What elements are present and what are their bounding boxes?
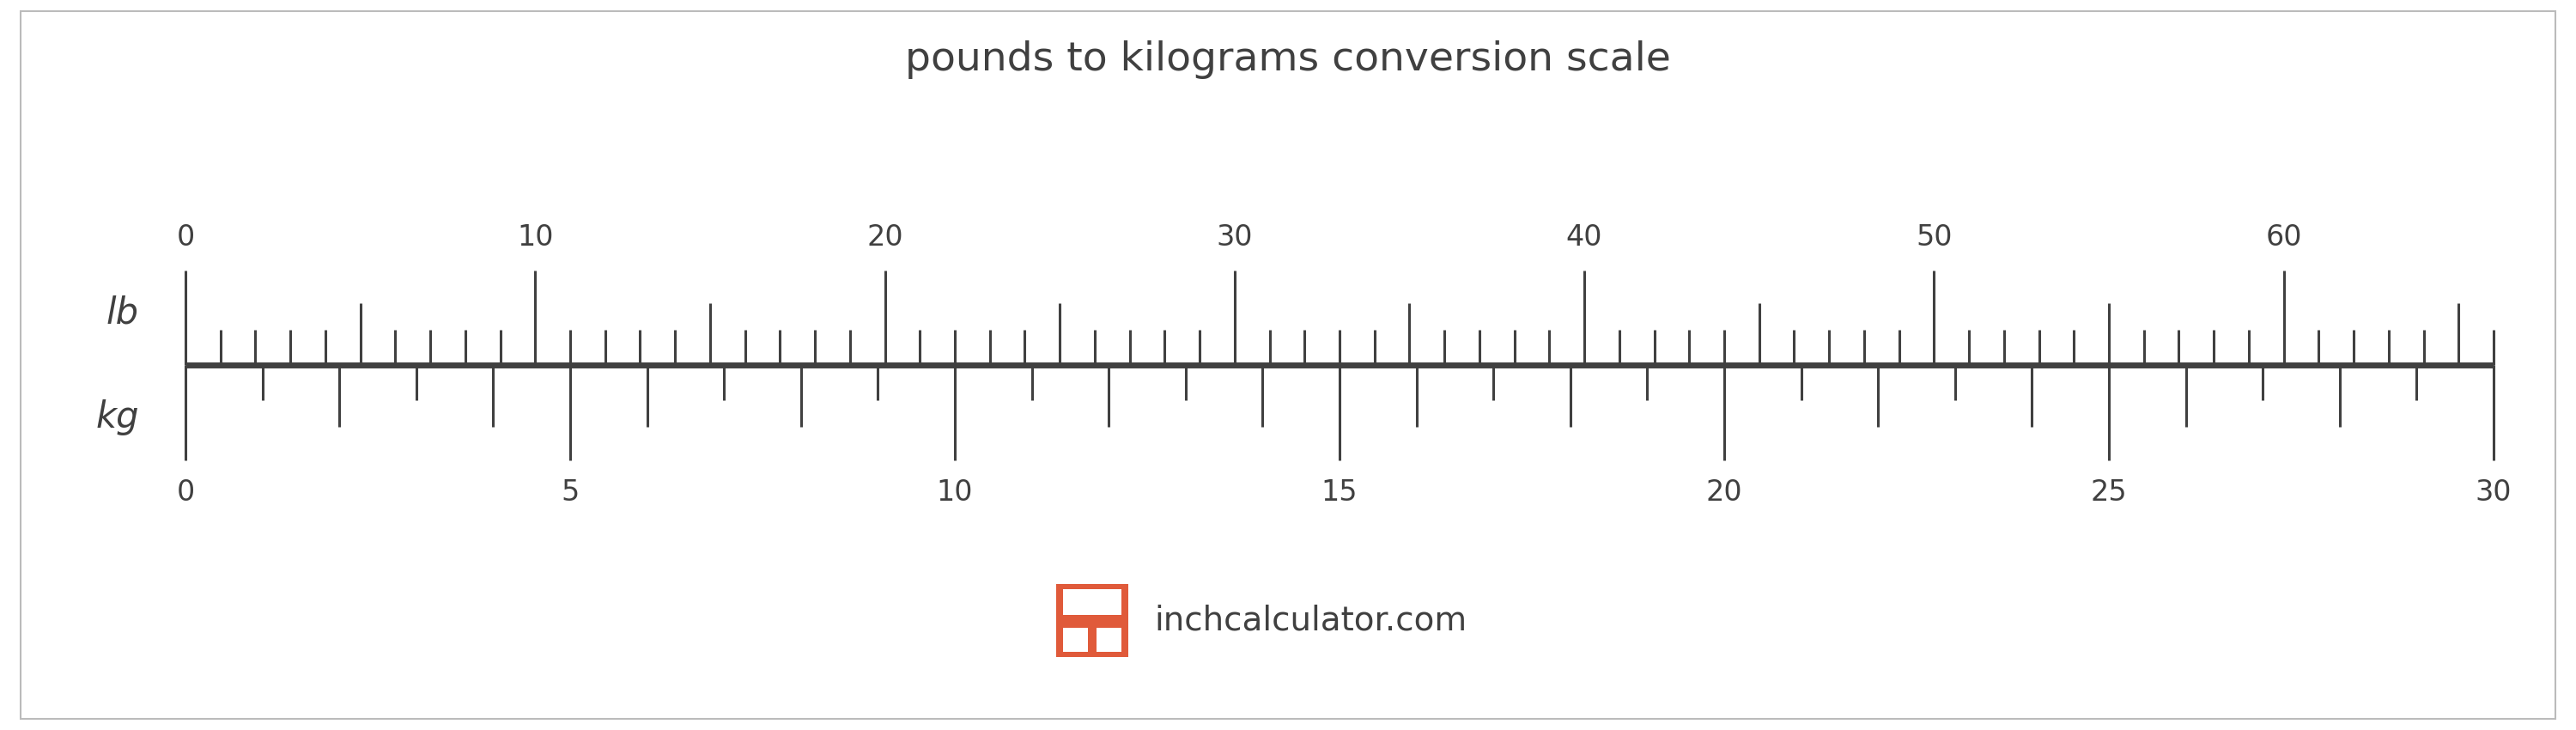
Text: 0: 0 xyxy=(175,478,196,507)
Bar xyxy=(1097,628,1121,652)
Bar xyxy=(1056,584,1128,657)
Text: inchcalculator.com: inchcalculator.com xyxy=(1154,604,1466,637)
Text: lb: lb xyxy=(106,295,139,331)
Text: 30: 30 xyxy=(1216,223,1252,252)
Text: 30: 30 xyxy=(2476,478,2512,507)
Text: 50: 50 xyxy=(1917,223,1953,252)
Text: 40: 40 xyxy=(1566,223,1602,252)
Bar xyxy=(1064,628,1087,652)
Bar xyxy=(1064,589,1121,615)
Text: 5: 5 xyxy=(562,478,580,507)
Text: 0: 0 xyxy=(175,223,196,252)
Text: kg: kg xyxy=(95,399,139,435)
Text: 10: 10 xyxy=(938,478,974,507)
Text: 15: 15 xyxy=(1321,478,1358,507)
Text: pounds to kilograms conversion scale: pounds to kilograms conversion scale xyxy=(904,40,1672,79)
Text: 10: 10 xyxy=(518,223,554,252)
Text: 25: 25 xyxy=(2092,478,2128,507)
Text: 20: 20 xyxy=(866,223,904,252)
Text: 20: 20 xyxy=(1705,478,1741,507)
Text: 60: 60 xyxy=(2264,223,2303,252)
